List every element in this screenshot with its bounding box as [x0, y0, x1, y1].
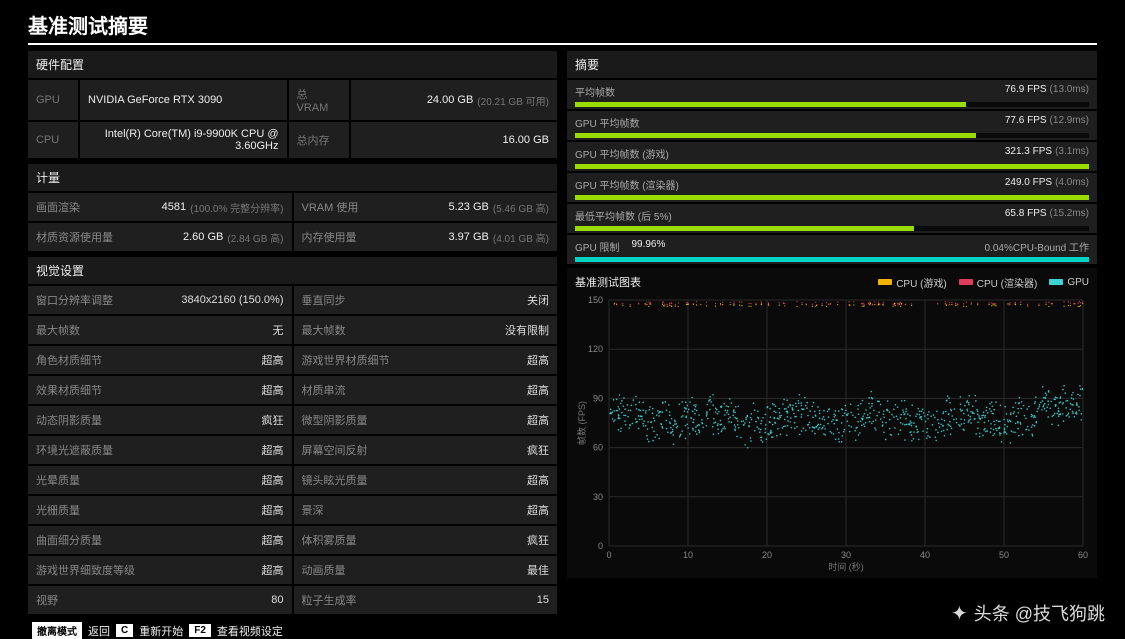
page-title: 基准测试摘要	[28, 10, 1097, 45]
key-hint: 撤离模式	[32, 622, 82, 639]
mem-value: 16.00 GB	[351, 122, 558, 158]
svg-text:60: 60	[1078, 550, 1088, 560]
setting-cell: 景深超高	[294, 496, 558, 524]
gpu-limit-value: 99.96%	[631, 239, 665, 254]
summary-head: 摘要	[567, 51, 1097, 78]
settings-head: 视觉设置	[28, 257, 557, 284]
summary-bar: 最低平均帧数 (后 5%)65.8 FPS(15.2ms)	[567, 204, 1097, 233]
svg-text:0: 0	[606, 550, 611, 560]
svg-text:时间 (秒): 时间 (秒)	[828, 561, 864, 572]
svg-text:30: 30	[593, 492, 603, 502]
svg-text:0: 0	[598, 541, 603, 551]
setting-cell: 动态阴影质量疯狂	[28, 406, 292, 434]
svg-text:20: 20	[762, 550, 772, 560]
key-action: 返回	[88, 623, 110, 639]
hw-head: 硬件配置	[28, 51, 557, 78]
legend-item: CPU (游戏)	[878, 275, 947, 290]
setting-cell: 游戏世界材质细节超高	[294, 346, 558, 374]
svg-text:150: 150	[588, 295, 603, 305]
key-action: 重新开始	[139, 623, 183, 639]
vram-value: 24.00 GB(20.21 GB 可用)	[351, 80, 558, 120]
summary-bar: GPU 平均帧数77.6 FPS(12.9ms)	[567, 111, 1097, 140]
key-hint: F2	[189, 624, 211, 637]
mem-label: 总内存	[289, 122, 349, 158]
setting-cell: 光栅质量超高	[28, 496, 292, 524]
metric-cell: VRAM 使用5.23 GB(5.46 GB 高)	[294, 193, 558, 221]
summary-bar: GPU 平均帧数 (渲染器)249.0 FPS(4.0ms)	[567, 173, 1097, 202]
setting-cell: 微型阴影质量超高	[294, 406, 558, 434]
summary-bar: GPU 平均帧数 (游戏)321.3 FPS(3.1ms)	[567, 142, 1097, 171]
setting-cell: 视野80	[28, 586, 292, 614]
vram-label: 总 VRAM	[289, 80, 349, 120]
setting-cell: 曲面细分质量超高	[28, 526, 292, 554]
metric-cell: 画面渲染4581(100.0% 完整分辨率)	[28, 193, 292, 221]
metric-cell: 内存使用量3.97 GB(4.01 GB 高)	[294, 223, 558, 251]
watermark: ✦ 头条 @技飞狗跳	[951, 600, 1105, 626]
svg-text:50: 50	[999, 550, 1009, 560]
setting-cell: 镜头眩光质量超高	[294, 466, 558, 494]
setting-cell: 材质串流超高	[294, 376, 558, 404]
setting-cell: 屏幕空间反射疯狂	[294, 436, 558, 464]
setting-cell: 最大帧数无	[28, 316, 292, 344]
svg-text:40: 40	[920, 550, 930, 560]
chart-panel: 基准测试图表 CPU (游戏) CPU (渲染器) GPU 0 30 60 90 120 15…	[567, 268, 1097, 578]
setting-cell: 游戏世界细致度等级超高	[28, 556, 292, 584]
gpu-label: GPU	[28, 80, 78, 120]
setting-cell: 角色材质细节超高	[28, 346, 292, 374]
legend-item: CPU (渲染器)	[959, 275, 1038, 290]
watermark-icon: ✦	[951, 601, 968, 626]
gpu-limit-right: 0.04%CPU-Bound 工作	[985, 239, 1090, 254]
svg-text:帧数 (FPS): 帧数 (FPS)	[576, 401, 587, 445]
key-hint: C	[116, 624, 133, 637]
setting-cell: 体积雾质量疯狂	[294, 526, 558, 554]
svg-text:60: 60	[593, 443, 603, 453]
cpu-value: Intel(R) Core(TM) i9-9900K CPU @ 3.60GHz	[80, 122, 287, 158]
summary-bar: 平均帧数76.9 FPS(13.0ms)	[567, 80, 1097, 109]
svg-text:120: 120	[588, 344, 603, 354]
gpu-value: NVIDIA GeForce RTX 3090	[80, 80, 287, 120]
setting-cell: 窗口分辨率调整3840x2160 (150.0%)	[28, 286, 292, 314]
svg-text:10: 10	[683, 550, 693, 560]
setting-cell: 动画质量最佳	[294, 556, 558, 584]
setting-cell: 光晕质量超高	[28, 466, 292, 494]
footer-hints: 撤离模式 返回 C 重新开始 F2 查看视频设定	[28, 616, 1097, 639]
svg-text:90: 90	[593, 393, 603, 403]
svg-text:30: 30	[841, 550, 851, 560]
legend-item: GPU	[1049, 275, 1089, 290]
chart-title: 基准测试图表	[575, 274, 641, 290]
setting-cell: 效果材质细节超高	[28, 376, 292, 404]
cpu-label: CPU	[28, 122, 78, 158]
benchmark-chart: 0 30 60 90 120 150 0 10 20 30 40 50 60 时间 (秒) 帧数 (FPS)	[575, 294, 1089, 574]
setting-cell: 粒子生成率15	[294, 586, 558, 614]
key-action: 查看视频设定	[217, 623, 283, 639]
setting-cell: 环境光遮蔽质量超高	[28, 436, 292, 464]
setting-cell: 垂直同步关闭	[294, 286, 558, 314]
metrics-head: 计量	[28, 164, 557, 191]
gpu-limit-row: GPU 限制 99.96% 0.04%CPU-Bound 工作	[567, 235, 1097, 264]
metric-cell: 材质资源使用量2.60 GB(2.84 GB 高)	[28, 223, 292, 251]
setting-cell: 最大帧数没有限制	[294, 316, 558, 344]
gpu-limit-label: GPU 限制	[575, 239, 619, 254]
